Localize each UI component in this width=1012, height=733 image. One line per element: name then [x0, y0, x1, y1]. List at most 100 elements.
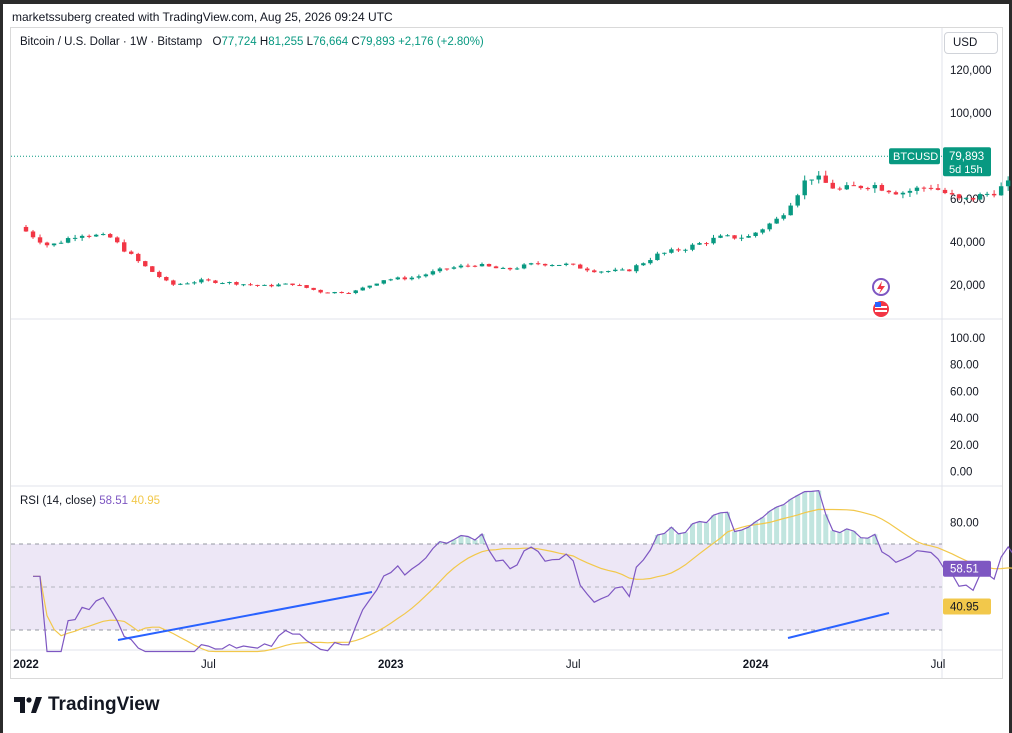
candle-body [914, 187, 920, 191]
candle-body [157, 271, 162, 278]
candle-body [150, 266, 155, 272]
candle-body [164, 277, 169, 281]
candle-body [521, 264, 527, 269]
candle-body [107, 234, 113, 238]
candle-body [255, 284, 260, 286]
candle-body [935, 188, 941, 190]
candle-body [718, 235, 723, 238]
price-tick-label: 20,000 [950, 280, 985, 292]
candle-body [444, 268, 450, 270]
candle-body [374, 283, 379, 286]
rsi-tick-label: 80.00 [950, 518, 979, 530]
candle-body [486, 263, 492, 267]
candle-body [620, 269, 625, 271]
candle-body [802, 180, 807, 196]
price-tick-label: 40,000 [950, 237, 985, 249]
low-value: 76,664 [312, 36, 349, 48]
candle-body [93, 234, 99, 237]
time-tick-label: Jul [566, 659, 581, 671]
candle-body [79, 235, 85, 238]
candle-body [353, 290, 358, 294]
rsi-ma-value-tag-text: 40.95 [950, 601, 979, 613]
candle-body [535, 263, 541, 265]
tradingview-logo[interactable]: TradingView [14, 694, 160, 716]
candle-body [795, 195, 800, 206]
close-label: C [351, 36, 360, 48]
time-tick-label: 2024 [743, 659, 769, 671]
candle-body [206, 279, 211, 281]
candle-body [823, 175, 828, 183]
candle-body [844, 185, 849, 190]
candle-body [886, 190, 892, 193]
candle-body [297, 285, 302, 287]
candle-body [669, 249, 674, 253]
candle-body [402, 277, 408, 280]
price-tag-value: 79,893 [949, 151, 984, 163]
candle-body [381, 280, 386, 284]
candles-group [23, 170, 1011, 295]
candle-body [360, 287, 365, 291]
rsi-overbought-fill [437, 490, 878, 544]
candle-body [451, 267, 457, 269]
candle-body [178, 283, 183, 285]
mid-pane-tick-label: 20.00 [950, 440, 979, 452]
candle-body [963, 197, 969, 199]
candle-body [851, 185, 857, 187]
rsi-trendline-2022-2023 [117, 591, 373, 641]
candle-body [578, 264, 583, 269]
candle-body [676, 249, 681, 251]
candle-body [928, 187, 934, 189]
candle-body [115, 237, 120, 243]
rsi-value-tag [943, 560, 991, 577]
candle-body [549, 265, 555, 267]
candle-body [977, 194, 983, 200]
candle-body [683, 249, 688, 251]
candle-body [556, 264, 562, 266]
price-tag-countdown: 5d 15h [949, 164, 983, 176]
candle-body [767, 223, 772, 230]
candle-body [872, 184, 878, 189]
candle-body [430, 271, 436, 275]
candle-body [507, 267, 513, 270]
rsi-line [33, 489, 1012, 653]
candle-body [30, 231, 36, 238]
price-tick-label: 120,000 [950, 65, 992, 77]
rsi-title: RSI (14, close) [20, 495, 97, 507]
window-frame-left [0, 0, 3, 733]
candle-body [241, 284, 246, 286]
candle-body [332, 292, 337, 294]
high-label: H [259, 36, 269, 48]
candle-body [58, 242, 64, 244]
candle-body [830, 182, 835, 189]
symbol-title: Bitcoin / U.S. Dollar · 1W · Bitstamp [20, 36, 203, 48]
candle-body [44, 242, 50, 246]
candle-body [781, 215, 786, 219]
candle-body [732, 235, 737, 239]
candle-body [290, 283, 295, 286]
candle-body [970, 197, 976, 200]
open-label: O [212, 36, 222, 48]
candle-body [858, 185, 864, 189]
candle-body [739, 237, 744, 239]
high-value: 81,255 [268, 36, 304, 48]
rsi-legend-value: 58.51 [99, 495, 129, 507]
tradingview-logo-icon [14, 696, 42, 713]
open-value: 77,724 [221, 36, 257, 48]
candle-body [893, 192, 899, 195]
candle-body [746, 235, 751, 238]
time-tick-label: 2023 [378, 659, 404, 671]
candle-body [606, 271, 611, 273]
rsi-ma-value-tag [943, 598, 991, 615]
lightning-badge-icon [872, 278, 890, 296]
rsi-legend: RSI (14, close) 58.51 40.95 [20, 495, 160, 507]
candle-body [788, 205, 793, 216]
currency-button[interactable]: USD [944, 32, 998, 54]
candle-body [416, 276, 422, 278]
window-frame-right [1009, 0, 1012, 733]
chart-container[interactable] [10, 27, 1003, 679]
time-tick-label: Jul [201, 659, 216, 671]
candle-body [262, 284, 267, 286]
candle-body [185, 283, 190, 285]
candle-body [690, 244, 695, 250]
